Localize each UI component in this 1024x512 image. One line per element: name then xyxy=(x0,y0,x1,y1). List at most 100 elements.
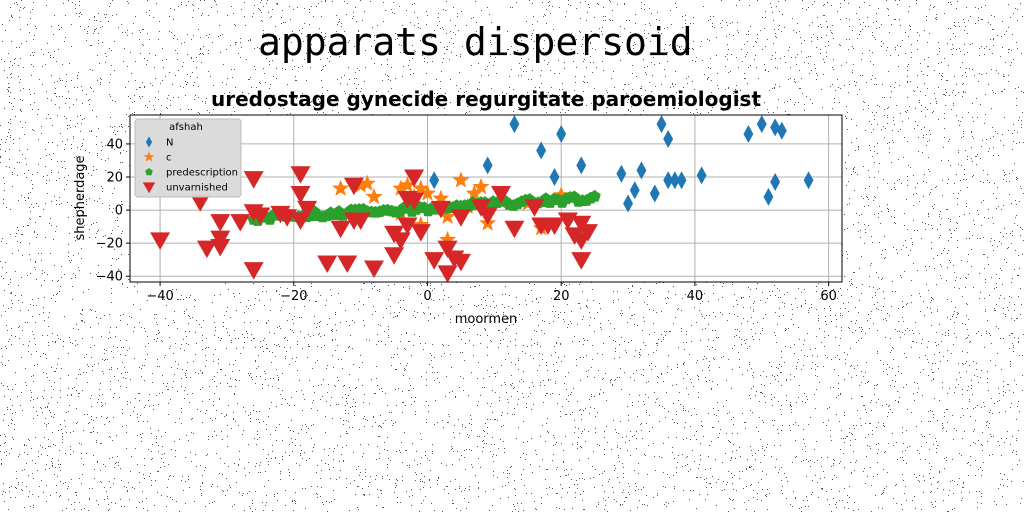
data-point xyxy=(250,207,271,226)
data-point xyxy=(352,176,370,193)
data-point xyxy=(297,200,318,219)
x-tick-label: −20 xyxy=(280,289,307,304)
data-point xyxy=(392,179,410,196)
data-point xyxy=(365,187,383,205)
data-point xyxy=(536,141,547,160)
legend-label-c: c xyxy=(166,153,172,164)
data-point xyxy=(571,252,592,270)
series-N xyxy=(429,115,814,223)
data-point xyxy=(430,200,451,219)
legend-marker-unvarnished xyxy=(142,182,156,194)
data-point xyxy=(437,240,458,259)
data-point xyxy=(549,168,560,187)
data-point xyxy=(472,177,490,195)
data-point xyxy=(552,186,570,203)
legend: afshah Nc predescription unvarnished xyxy=(134,118,242,198)
data-point xyxy=(696,166,707,185)
legend-marker-c xyxy=(143,151,155,162)
data-point xyxy=(616,164,627,183)
x-tick-label: 60 xyxy=(820,289,837,304)
data-point xyxy=(776,121,787,140)
data-point xyxy=(243,171,264,189)
series-layer xyxy=(150,115,814,282)
series-unvarnished xyxy=(150,166,598,282)
data-point xyxy=(398,176,416,193)
legend-label-unvarnished: unvarnished xyxy=(166,183,228,194)
data-point xyxy=(429,171,440,190)
data-point xyxy=(636,161,647,180)
data-point xyxy=(397,217,418,235)
data-point xyxy=(491,186,512,204)
x-axis-label: moormen xyxy=(455,312,518,327)
data-point xyxy=(663,129,674,148)
y-axis-label: shepherdage xyxy=(73,155,88,240)
data-point xyxy=(452,171,470,188)
data-point xyxy=(450,253,471,272)
data-point xyxy=(439,207,457,224)
data-point xyxy=(629,181,640,200)
data-point xyxy=(190,194,211,212)
data-point xyxy=(343,177,364,196)
x-tick-label: 0 xyxy=(423,289,431,304)
y-tick-label: −20 xyxy=(96,237,123,252)
data-point xyxy=(763,187,774,206)
data-point xyxy=(277,209,298,227)
axes: −40 −20 0 20 40 60 −40 −20 0 20 40 xyxy=(96,114,843,304)
data-point xyxy=(669,171,680,190)
data-point xyxy=(465,184,483,201)
y-tick-label: 20 xyxy=(106,171,123,186)
data-point xyxy=(803,171,814,190)
x-tick-label: 20 xyxy=(553,289,570,304)
data-point xyxy=(656,115,667,134)
super-title: apparats dispersoid xyxy=(258,20,693,64)
data-point xyxy=(482,156,493,175)
data-point xyxy=(504,220,525,239)
data-point xyxy=(509,115,520,134)
data-point xyxy=(432,189,450,206)
data-point xyxy=(649,184,660,203)
data-point xyxy=(150,232,171,250)
data-point xyxy=(556,125,567,144)
data-point xyxy=(676,171,687,190)
data-point xyxy=(317,255,338,273)
data-point xyxy=(390,232,411,250)
series-predescription xyxy=(247,189,601,226)
y-tick-label: 0 xyxy=(115,204,123,219)
data-point xyxy=(337,255,358,273)
data-point xyxy=(450,209,471,227)
legend-label-predescription: predescription xyxy=(166,168,238,179)
data-point xyxy=(588,189,601,202)
data-point xyxy=(544,217,565,235)
data-point xyxy=(410,224,431,242)
data-point xyxy=(290,186,311,204)
data-point xyxy=(384,247,405,265)
data-point xyxy=(364,260,385,278)
data-point xyxy=(743,125,754,144)
data-point xyxy=(404,192,425,211)
data-point xyxy=(437,265,458,282)
y-tick-label: 40 xyxy=(106,137,123,152)
y-tick-label: −40 xyxy=(96,270,123,285)
data-point xyxy=(350,212,371,230)
data-point xyxy=(210,238,231,257)
data-point xyxy=(756,115,767,134)
data-point xyxy=(196,240,217,259)
data-point xyxy=(290,166,311,184)
data-point xyxy=(424,252,445,270)
data-point xyxy=(243,262,264,280)
legend-box xyxy=(134,118,242,198)
x-tick-label: −40 xyxy=(146,289,173,304)
data-point xyxy=(210,214,231,232)
data-point xyxy=(412,179,430,196)
data-point xyxy=(230,214,251,232)
chart-title: uredostage gynecide regurgitate paroemio… xyxy=(211,87,761,111)
legend-marker-predescription xyxy=(145,168,153,176)
data-point xyxy=(290,212,311,230)
data-point xyxy=(439,230,457,248)
data-point xyxy=(770,172,781,191)
data-point xyxy=(404,169,425,188)
data-point xyxy=(524,199,545,217)
